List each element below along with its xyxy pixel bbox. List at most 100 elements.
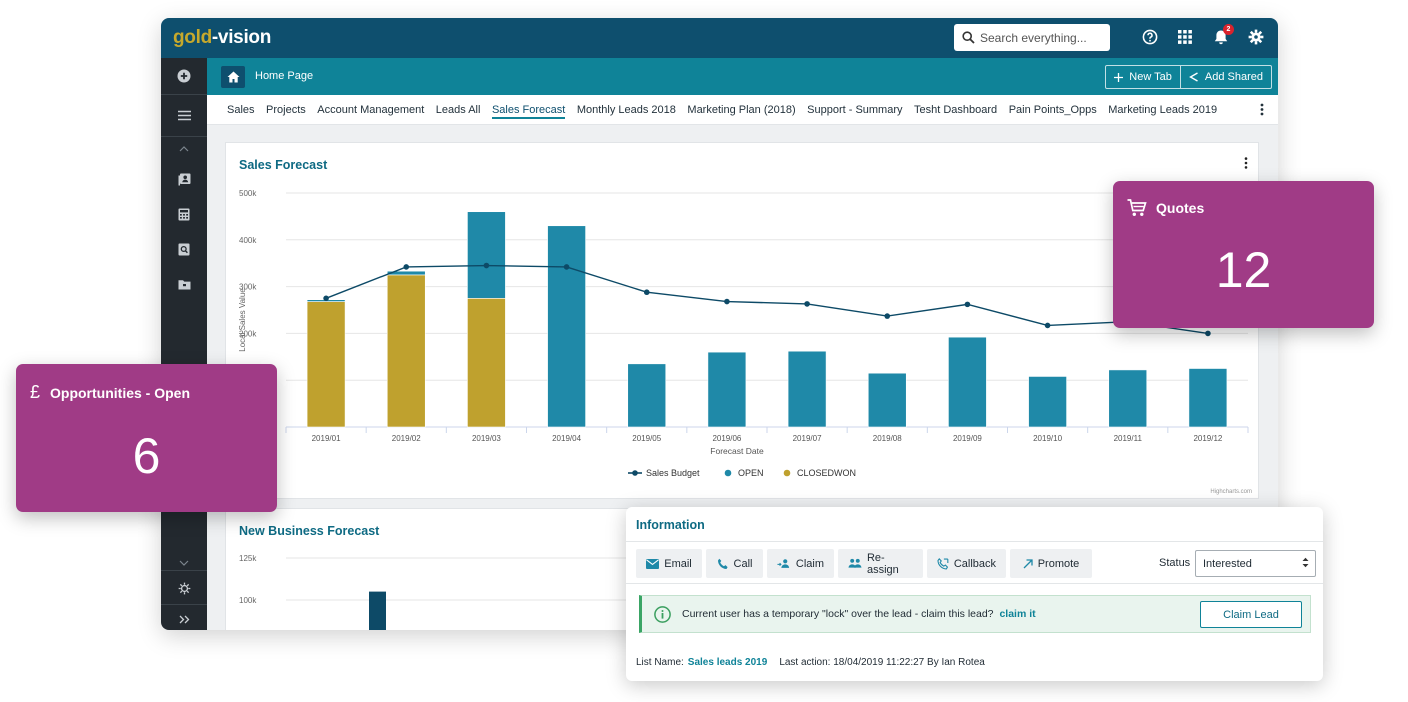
dashboard-tab[interactable]: Sales	[227, 104, 255, 116]
chevron-up-icon[interactable]	[176, 141, 192, 157]
expand-double-chevron-icon[interactable]	[176, 611, 192, 627]
apps-grid-icon[interactable]	[1175, 27, 1195, 47]
opportunities-open-card[interactable]: £ Opportunities - Open 6	[16, 364, 277, 512]
tab-title[interactable]: Home Page	[255, 70, 314, 82]
dashboard-tab[interactable]: Projects	[266, 104, 306, 116]
new-business-forecast-title: New Business Forecast	[239, 524, 380, 538]
sales-budget-point	[964, 301, 971, 308]
sales-budget-point	[403, 264, 410, 270]
open-bar	[1188, 368, 1228, 428]
quotes-card-header: Quotes	[1127, 199, 1204, 217]
claim-label: Claim	[795, 557, 824, 570]
share-icon	[1188, 72, 1198, 82]
lock-alert: Current user has a temporary "lock" over…	[639, 595, 1311, 633]
y-tick-label: 100k	[239, 596, 257, 605]
closedwon-bar	[467, 298, 506, 428]
tab-actions: New Tab Add Shared	[1105, 65, 1272, 89]
list-name-link[interactable]: Sales leads 2019	[687, 657, 768, 668]
dashboard-tab[interactable]: Tesht Dashboard	[914, 104, 998, 116]
logo[interactable]: gold-vision	[173, 27, 271, 49]
information-title: Information	[636, 518, 705, 532]
sidebar-divider	[161, 604, 207, 605]
sales-budget-point	[563, 264, 570, 270]
search-icon	[962, 31, 975, 44]
y-tick-label: 200k	[239, 329, 257, 338]
dashboard-tab[interactable]: Leads All	[435, 104, 481, 116]
x-tick-label: 2019/05	[632, 434, 661, 443]
menu-hamburger-icon[interactable]	[176, 107, 192, 123]
sales-budget-point	[1044, 322, 1051, 329]
quotes-card[interactable]: Quotes 12	[1113, 181, 1374, 328]
search-input[interactable]	[980, 30, 1105, 45]
opportunities-card-title: Opportunities - Open	[50, 384, 191, 401]
new-business-bar	[369, 591, 386, 630]
y-tick-label: 300k	[239, 283, 257, 292]
sidebar-divider	[161, 94, 207, 95]
search-box[interactable]	[954, 24, 1110, 51]
x-tick-label: 2019/07	[793, 434, 822, 443]
add-shared-button[interactable]: Add Shared	[1179, 66, 1271, 88]
email-button[interactable]: Email	[636, 549, 702, 578]
claim-lead-button[interactable]: Claim Lead	[1200, 601, 1302, 628]
claim-it-link[interactable]: claim it	[999, 608, 1036, 620]
new-tab-button[interactable]: New Tab	[1106, 66, 1180, 88]
dashboard-tab[interactable]: Support - Summary	[807, 104, 903, 116]
left-sidebar	[161, 58, 207, 630]
notification-badge: 2	[1223, 24, 1234, 35]
status-select[interactable]: Interested	[1195, 550, 1316, 577]
call-button[interactable]: Call	[706, 549, 763, 578]
dashboard-tab[interactable]: Pain Points_Opps	[1008, 104, 1097, 116]
sales-budget-line	[325, 264, 1209, 335]
dashboard-tab[interactable]: Marketing Leads 2019	[1108, 104, 1218, 116]
pound-sterling-icon: £	[30, 382, 41, 402]
x-tick-label: 2019/06	[712, 434, 741, 443]
dashboard-tab[interactable]: Sales Forecast	[491, 104, 566, 119]
reassign-button[interactable]: Re-assign	[838, 549, 923, 578]
legend-closedwon-marker	[783, 469, 791, 477]
lead-action-toolbar: Email Call Claim Re-assign Callback	[626, 541, 1323, 584]
help-icon[interactable]	[1140, 27, 1160, 47]
panel-menu-icon[interactable]	[1244, 156, 1248, 172]
home-button[interactable]	[221, 66, 245, 88]
lead-information-panel: Information Email Call Claim Re-assign	[626, 507, 1323, 681]
logo-gold: gold	[173, 27, 212, 48]
settings-cog-icon[interactable]	[176, 580, 192, 596]
closedwon-bar	[386, 274, 426, 428]
sales-budget-point	[643, 289, 650, 296]
email-label: Email	[664, 557, 692, 570]
arrow-up-right-icon	[1023, 558, 1033, 568]
settings-gear-icon[interactable]	[1246, 27, 1266, 47]
folder-icon[interactable]	[176, 276, 192, 292]
chevron-down-icon[interactable]	[176, 555, 192, 571]
y-tick-label: 500k	[239, 189, 257, 198]
open-bar	[1028, 376, 1067, 428]
more-vertical-icon[interactable]	[1260, 103, 1264, 119]
legend-sales-budget-marker	[632, 470, 638, 476]
legend-closedwon-label: CLOSEDWON	[797, 468, 856, 478]
callback-button[interactable]: Callback	[927, 549, 1006, 578]
quotes-card-title: Quotes	[1156, 200, 1205, 216]
x-tick-label: 2019/03	[472, 434, 501, 443]
claim-button[interactable]: Claim	[767, 549, 834, 578]
highcharts-credit: Highcharts.com	[1210, 489, 1252, 495]
dashboard-tab[interactable]: Marketing Plan (2018)	[687, 104, 796, 116]
reassign-users-icon	[848, 558, 862, 568]
lead-footer: List Name: Sales leads 2019 Last action:…	[636, 657, 985, 668]
document-search-icon[interactable]	[176, 241, 192, 257]
shopping-cart-icon	[1127, 199, 1147, 216]
dashboard-tabs: Sales Projects Account Management Leads All…	[227, 104, 1217, 119]
contacts-book-icon[interactable]	[176, 171, 192, 187]
sidebar-divider	[161, 136, 207, 137]
calculator-icon[interactable]	[176, 206, 192, 222]
lock-message-text: Current user has a temporary "lock" over…	[682, 608, 994, 620]
dashboard-tab[interactable]: Monthly Leads 2018	[576, 104, 676, 116]
quotes-count: 12	[1215, 242, 1272, 298]
dashboard-tab[interactable]: Account Management	[317, 104, 425, 116]
last-action-text: Last action: 18/04/2019 11:22:27 By Ian …	[779, 657, 985, 668]
promote-button[interactable]: Promote	[1010, 549, 1092, 578]
x-tick-label: 2019/04	[552, 434, 581, 443]
add-circle-icon[interactable]	[176, 68, 192, 84]
notification-bell-icon[interactable]: 2	[1211, 24, 1234, 47]
open-bar	[787, 350, 827, 428]
